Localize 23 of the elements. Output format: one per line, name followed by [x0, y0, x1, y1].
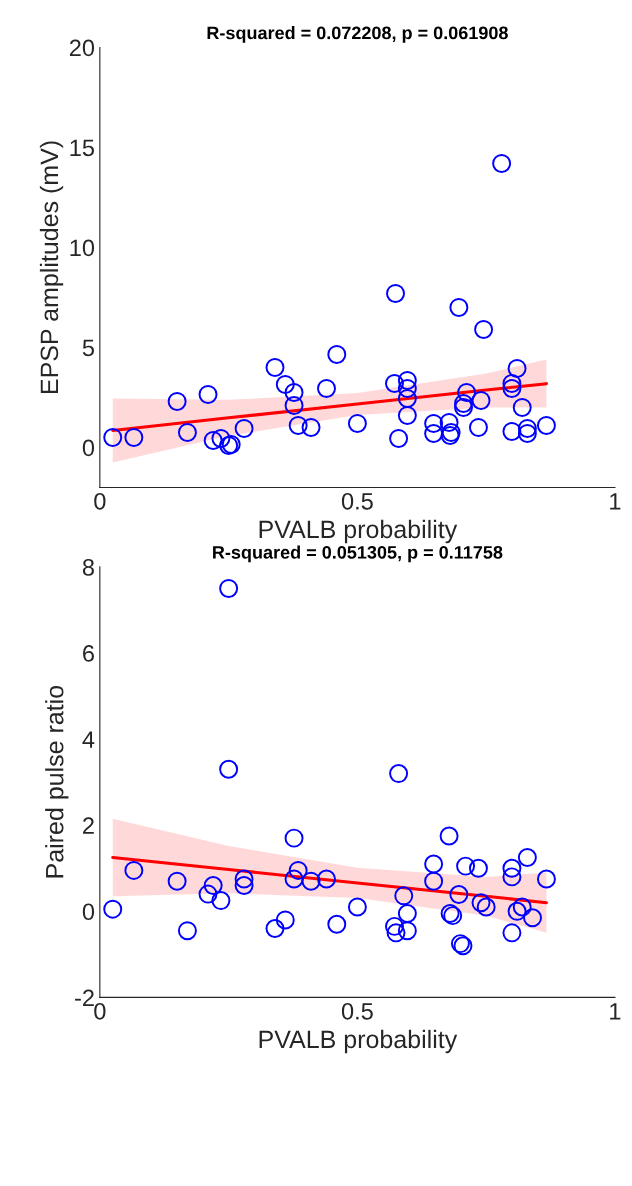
chart-title: R-squared = 0.051305, p = 0.11758: [213, 545, 503, 563]
y-tick-label: 10: [70, 239, 95, 257]
y-tick-label: 20: [69, 39, 95, 57]
y-tick-label: 0: [82, 439, 95, 457]
y-tick-label: 8: [82, 558, 94, 576]
x-tick-label: 0.5: [341, 492, 373, 510]
x-axis-title: PVALB probability: [259, 1029, 458, 1054]
y-tick-label: -2: [75, 989, 94, 1006]
x-tick-label: 0: [94, 1002, 106, 1020]
y-tick-label: 4: [82, 731, 95, 748]
y-tick-label: 15: [70, 139, 95, 157]
y-tick-label: 0: [82, 903, 95, 921]
y-axis-title: Paired pulse ratio: [45, 685, 69, 878]
y-axis-title: EPSP amplitudes (mV): [39, 141, 64, 393]
chart-title: R-squared = 0.072208, p = 0.061908: [207, 26, 508, 43]
y-tick-label: 5: [82, 339, 95, 357]
y-tick-label: 2: [83, 817, 94, 834]
x-tick-label: 1: [610, 1003, 621, 1020]
x-tick-label: 1: [610, 493, 621, 510]
x-tick-label: 0.5: [341, 1002, 373, 1020]
y-tick-label: 6: [83, 645, 94, 662]
x-tick-label: 0: [94, 492, 106, 510]
x-axis-title: PVALB probability: [259, 519, 458, 544]
